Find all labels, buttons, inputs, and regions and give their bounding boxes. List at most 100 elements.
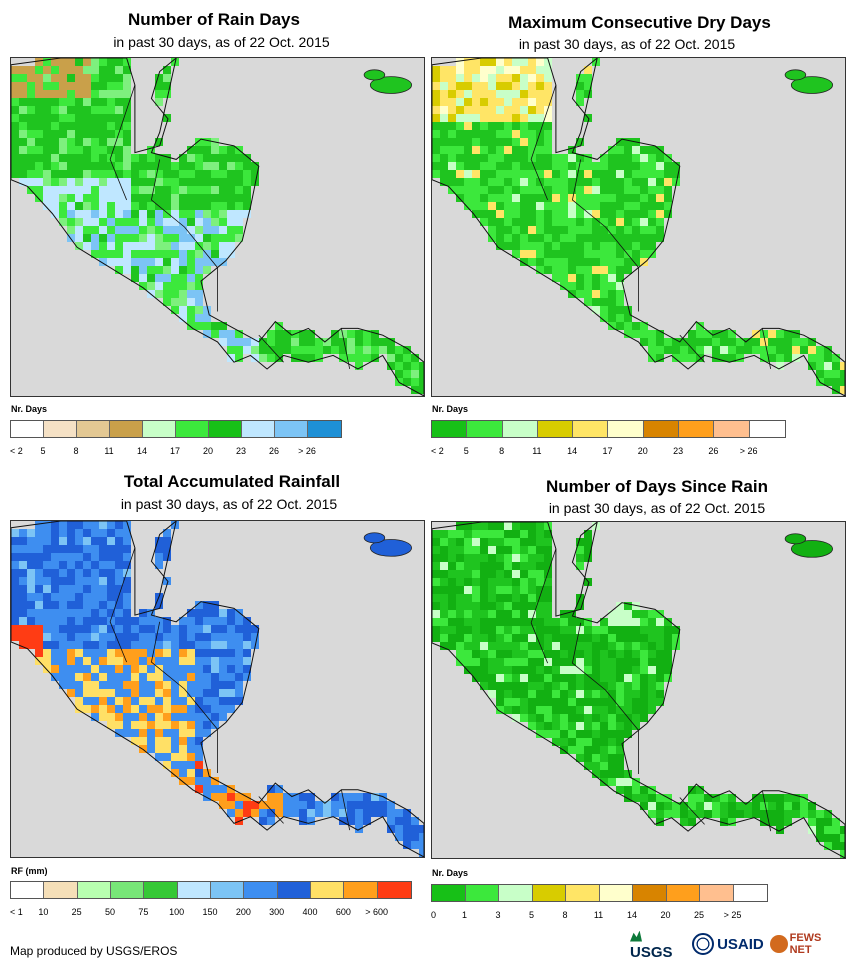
- map-cell: [179, 633, 187, 641]
- map-cell: [528, 74, 536, 82]
- map-cell: [480, 74, 488, 82]
- map-cell: [640, 154, 648, 162]
- map-cell: [19, 617, 27, 625]
- legend-label: 300: [269, 907, 285, 917]
- map-cell: [584, 634, 592, 642]
- map-cell: [648, 162, 656, 170]
- map-cell: [536, 634, 544, 642]
- map-cell: [776, 346, 784, 354]
- map-cell: [235, 681, 243, 689]
- map-cell: [139, 705, 147, 713]
- map-cell: [195, 266, 203, 274]
- map-cell: [784, 354, 792, 362]
- map-cell: [131, 226, 139, 234]
- map-cell: [664, 650, 672, 658]
- map-canvas: [432, 522, 845, 858]
- map-cell: [632, 330, 640, 338]
- map-cell: [83, 577, 91, 585]
- map-cell: [728, 794, 736, 802]
- map-cell: [672, 354, 680, 362]
- map-cell: [592, 306, 600, 314]
- map-cell: [139, 697, 147, 705]
- map-cell: [243, 625, 251, 633]
- map-cell: [227, 338, 235, 346]
- map-cell: [19, 577, 27, 585]
- map-cell: [648, 642, 656, 650]
- map-cell: [808, 802, 816, 810]
- map-cell: [35, 130, 43, 138]
- map-cell: [584, 218, 592, 226]
- map-cell: [27, 561, 35, 569]
- legend-labels: < 1 10 25 50 75 100 150 200 300 400 600 > 600: [10, 907, 410, 919]
- map-cell: [496, 74, 504, 82]
- map-cell: [139, 641, 147, 649]
- map-cell: [640, 706, 648, 714]
- map-cell: [147, 154, 155, 162]
- map-cell: [155, 186, 163, 194]
- legend-label: 14: [626, 910, 638, 920]
- map-cell: [552, 634, 560, 642]
- map-cell: [576, 538, 584, 546]
- map-cell: [520, 122, 528, 130]
- map-cell: [123, 98, 131, 106]
- map-cell: [35, 545, 43, 553]
- map-cell: [520, 602, 528, 610]
- map-cell: [227, 625, 235, 633]
- map-cell: [440, 90, 448, 98]
- map-cell: [107, 625, 115, 633]
- map-cell: [544, 626, 552, 634]
- map-cell: [632, 634, 640, 642]
- map-cell: [115, 226, 123, 234]
- map-cell: [131, 178, 139, 186]
- map-cell: [299, 330, 307, 338]
- map-cell: [323, 346, 331, 354]
- map-cell: [171, 306, 179, 314]
- map-cell: [656, 202, 664, 210]
- map-cell: [59, 545, 67, 553]
- map-cell: [528, 530, 536, 538]
- map-cell: [107, 258, 115, 266]
- map-cell: [139, 673, 147, 681]
- map-cell: [83, 609, 91, 617]
- map-cell: [355, 330, 363, 338]
- map-cell: [203, 633, 211, 641]
- map-cell: [387, 338, 395, 346]
- map-cell: [488, 106, 496, 114]
- map-cell: [83, 218, 91, 226]
- map-cell: [227, 234, 235, 242]
- map-cell: [520, 218, 528, 226]
- map-cell: [480, 66, 488, 74]
- map-cell: [99, 577, 107, 585]
- map-cell: [155, 290, 163, 298]
- legend-swatch: [432, 885, 466, 901]
- map-cell: [464, 586, 472, 594]
- map-cell: [456, 58, 464, 66]
- map-cell: [496, 82, 504, 90]
- map-cell: [403, 809, 411, 817]
- map-cell: [648, 626, 656, 634]
- map-cell: [640, 650, 648, 658]
- map-cell: [91, 673, 99, 681]
- map-cell: [456, 530, 464, 538]
- map-cell: [163, 66, 171, 74]
- map-cell: [472, 114, 480, 122]
- map-cell: [768, 338, 776, 346]
- map-cell: [632, 234, 640, 242]
- map-cell: [832, 826, 840, 834]
- map-cell: [624, 634, 632, 642]
- map-cell: [59, 593, 67, 601]
- map-cell: [75, 146, 83, 154]
- map-cell: [496, 146, 504, 154]
- map-cell: [75, 673, 83, 681]
- map-cell: [163, 178, 171, 186]
- map-cell: [83, 58, 91, 66]
- map-cell: [552, 154, 560, 162]
- legend-label: 20: [637, 446, 648, 456]
- map-cell: [187, 226, 195, 234]
- map-cell: [115, 689, 123, 697]
- map-cell: [347, 801, 355, 809]
- map-cell: [179, 697, 187, 705]
- map-cell: [616, 146, 624, 154]
- map-cell: [123, 617, 131, 625]
- map-cell: [11, 82, 19, 90]
